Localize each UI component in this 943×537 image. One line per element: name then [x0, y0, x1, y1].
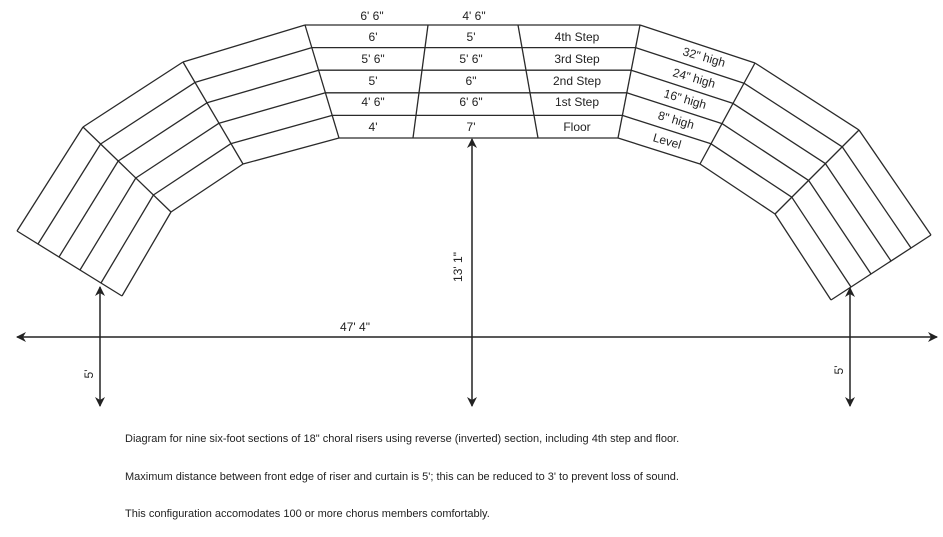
- front-edge: [170, 163, 244, 213]
- row-divider: [743, 82, 843, 148]
- row-divider: [58, 160, 119, 258]
- dimension-arrows: [16, 138, 938, 407]
- caption-line: Maximum distance between front edge of r…: [125, 471, 679, 483]
- row-label: 3rd Step: [554, 52, 600, 66]
- row-label: 5' 6": [459, 52, 482, 66]
- row-divider: [841, 146, 912, 249]
- section-boundary: [412, 24, 429, 139]
- section-boundary: [16, 230, 123, 297]
- caption-line: This configuration accomodates 100 or mo…: [125, 508, 490, 520]
- row-divider: [732, 102, 826, 165]
- row-divider: [710, 143, 793, 198]
- row-label: 32" high: [681, 44, 727, 69]
- back-edge: [16, 126, 84, 232]
- row-label: 5': [467, 30, 476, 44]
- section-boundary: [774, 129, 860, 215]
- row-divider: [100, 194, 154, 284]
- front-edge: [121, 211, 172, 297]
- caption-line: Diagram for nine six-foot sections of 18…: [125, 433, 680, 445]
- width-label: 47' 4": [340, 320, 370, 334]
- row-label: 6' 6": [459, 95, 482, 109]
- row-label: 1st Step: [555, 95, 599, 109]
- row-divider: [206, 69, 319, 104]
- row-divider: [721, 123, 809, 181]
- right-gap-label: 5': [832, 366, 846, 375]
- front-edge: [699, 163, 776, 215]
- back-edge: [82, 61, 184, 128]
- row-divider: [218, 92, 326, 124]
- row-divider: [630, 69, 734, 105]
- section-boundary: [699, 62, 756, 165]
- front-edge: [242, 137, 340, 165]
- row-label: 2nd Step: [553, 74, 601, 88]
- back-edge: [182, 24, 306, 63]
- back-edge: [754, 62, 860, 131]
- front-edge: [774, 213, 832, 301]
- row-divider: [635, 46, 745, 84]
- row-label: 4th Step: [555, 30, 600, 44]
- row-divider: [230, 114, 333, 145]
- row-divider: [808, 180, 872, 275]
- row-divider: [79, 177, 137, 271]
- back-edge: [858, 129, 932, 236]
- section-boundary: [617, 24, 641, 139]
- section-boundary: [182, 61, 244, 165]
- row-divider: [824, 163, 892, 262]
- section-boundary: [82, 126, 172, 213]
- row-label: 4': [369, 120, 378, 134]
- row-label: 24" high: [671, 65, 717, 90]
- row-label: 5' 6": [361, 52, 384, 66]
- row-label: 5': [369, 74, 378, 88]
- column-header: 4' 6": [462, 9, 485, 23]
- row-divider: [117, 102, 208, 162]
- row-label: 4' 6": [361, 95, 384, 109]
- row-label: Floor: [563, 120, 590, 134]
- row-label: 6": [466, 74, 477, 88]
- row-label: 16" high: [662, 86, 708, 111]
- row-divider: [153, 143, 232, 196]
- row-labels: 6' 5' 4th Step 5' 6" 5' 6" 3rd Step 5' 6" 2nd St…: [361, 30, 727, 152]
- row-divider: [626, 92, 723, 125]
- row-divider: [194, 46, 312, 84]
- back-edge: [639, 24, 756, 64]
- section-boundary: [304, 24, 340, 139]
- row-label: 6': [369, 30, 378, 44]
- row-divider: [622, 114, 712, 145]
- row-divider: [100, 81, 196, 145]
- section-boundary: [517, 24, 539, 139]
- section-boundary: [830, 234, 932, 301]
- row-divider: [37, 143, 102, 245]
- row-label: 7': [467, 120, 476, 134]
- front-edge: [617, 137, 701, 165]
- left-gap-label: 5': [82, 370, 96, 379]
- column-header: 6' 6": [360, 9, 383, 23]
- riser-sections: [16, 24, 932, 301]
- depth-label: 13' 1": [451, 252, 465, 282]
- row-divider: [791, 196, 852, 288]
- row-divider: [135, 122, 220, 179]
